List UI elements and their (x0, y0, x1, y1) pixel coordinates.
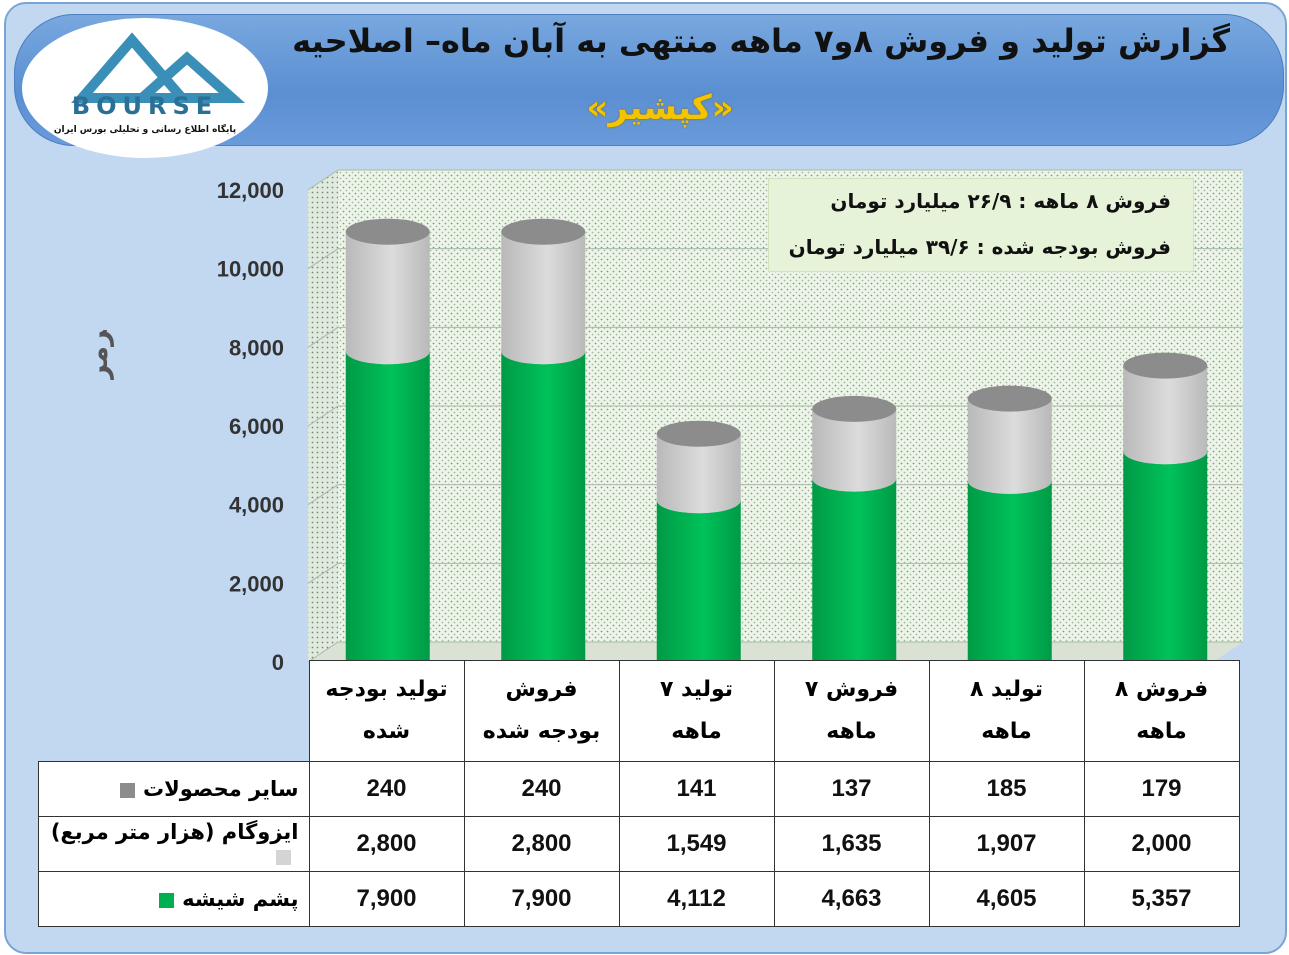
floor (308, 642, 1243, 662)
value-cell: 2,000 (1083, 816, 1240, 872)
legend-cell: سایر محصولات (38, 761, 310, 817)
bar-top (812, 395, 897, 422)
bar-body (656, 500, 741, 676)
table-row-other-products: سایر محصولات 240 240 141 137 185 179 (38, 761, 1240, 817)
gridline-side (307, 562, 339, 584)
bar-segment-glass-wool (501, 338, 586, 676)
bar-body (656, 433, 741, 514)
cat-cell: فروش بودجه شده (463, 660, 620, 762)
category-row: تولید بودجه شده فروش بودجه شده تولید ۷ ماهه… (38, 660, 1240, 762)
gridline-side (307, 405, 339, 427)
bar-body (1123, 365, 1208, 465)
legend-cell: ایزوگام (هزار متر مربع) (38, 816, 310, 872)
table-corner (38, 660, 310, 762)
gridline-side (307, 641, 339, 663)
gridline-side (307, 169, 339, 191)
bar-body (812, 478, 897, 676)
logo-graphic: BOURSE پایگاه اطلاع رسانی و تحلیلی بورس … (54, 32, 246, 135)
bar-segment-isogam-other (812, 395, 897, 492)
value-cell: 240 (463, 761, 620, 817)
bar-body (967, 480, 1052, 676)
value-cell: 185 (928, 761, 1085, 817)
value-cell: 179 (1083, 761, 1240, 817)
y-tick-label: 2,000 (229, 571, 284, 596)
value-cell: 2,800 (463, 816, 620, 872)
bourse-logo: BOURSE پایگاه اطلاع رسانی و تحلیلی بورس … (22, 18, 268, 158)
bar-segment-isogam-other (345, 218, 430, 365)
info-line-budget-sales: فروش بودجه شده : ۳۹/۶ میلیارد تومان (788, 235, 1171, 259)
bar-segment-glass-wool (656, 487, 741, 676)
data-table: تولید بودجه شده فروش بودجه شده تولید ۷ ماهه… (38, 660, 1240, 927)
bar-top (656, 420, 741, 447)
y-tick-label: 10,000 (217, 257, 284, 282)
bar-top (501, 218, 586, 245)
bar-top (345, 218, 430, 245)
value-cell: 2,800 (308, 816, 465, 872)
gridline-side (307, 248, 339, 270)
value-cell: 7,900 (308, 871, 465, 927)
table-row-isogam: ایزوگام (هزار متر مربع) 2,800 2,800 1,54… (38, 816, 1240, 872)
value-cell: 4,605 (928, 871, 1085, 927)
legend-swatch-darkgray (119, 782, 135, 798)
page-title: گزارش تولید و فروش ۸و۷ ماهه منتهی به آبا… (292, 22, 1230, 60)
y-tick-label: 8,000 (229, 335, 284, 360)
value-cell: 1,907 (928, 816, 1085, 872)
value-cell: 137 (773, 761, 930, 817)
legend-swatch-gray (275, 849, 291, 865)
gridline-side (307, 326, 339, 348)
bar-body (967, 398, 1052, 494)
value-cell: 240 (308, 761, 465, 817)
bar-segment-isogam-other (967, 385, 1052, 494)
bar-segment-glass-wool (1123, 438, 1208, 676)
bar-body (501, 351, 586, 676)
logo-text: BOURSE (72, 92, 218, 120)
sales-info-box: فروش ۸ ماهه : ۲۶/۹ میلیارد تومان فروش بو… (768, 178, 1194, 272)
bar-segment-glass-wool (967, 467, 1052, 676)
value-cell: 1,635 (773, 816, 930, 872)
cat-cell: فروش ۷ ماهه (773, 660, 930, 762)
cat-cell: تولید ۸ ماهه (928, 660, 1085, 762)
value-cell: 7,900 (463, 871, 620, 927)
gridline-side (307, 484, 339, 506)
bar-body (812, 408, 897, 492)
bar-body (345, 231, 430, 365)
value-cell: 4,663 (773, 871, 930, 927)
bar-segment-isogam-other (656, 420, 741, 514)
table-row-glass-wool: پشم شیشه 7,900 7,900 4,112 4,663 4,605 5… (38, 871, 1240, 927)
bar-segment-glass-wool (345, 338, 430, 676)
bar-segment-glass-wool (812, 465, 897, 676)
value-cell: 141 (618, 761, 775, 817)
y-tick-label: 6,000 (229, 414, 284, 439)
y-tick-label: 4,000 (229, 493, 284, 518)
bar-top (1123, 352, 1208, 379)
bar-segment-isogam-other (1123, 352, 1208, 465)
bar-segment-isogam-other (501, 218, 586, 365)
legend-cell: پشم شیشه (38, 871, 310, 927)
y-tick-label: 12,000 (217, 178, 284, 203)
bar-body (345, 351, 430, 676)
value-cell: 1,549 (618, 816, 775, 872)
legend-swatch-green (159, 892, 175, 908)
bars (345, 218, 1208, 676)
cat-cell: تولید ۷ ماهه (618, 660, 775, 762)
value-cell: 5,357 (1083, 871, 1240, 927)
bar-body (1123, 451, 1208, 676)
info-line-8month-sales: فروش ۸ ماهه : ۲۶/۹ میلیارد تومان (830, 189, 1171, 213)
logo-tagline: پایگاه اطلاع رسانی و تحلیلی بورس ایران (54, 123, 236, 135)
bar-top (967, 385, 1052, 412)
company-name: «کپشیر» (586, 88, 734, 128)
cat-cell: فروش ۸ ماهه (1083, 660, 1240, 762)
value-cell: 4,112 (618, 871, 775, 927)
cat-cell: تولید بودجه شده (308, 660, 465, 762)
bar-body (501, 231, 586, 365)
